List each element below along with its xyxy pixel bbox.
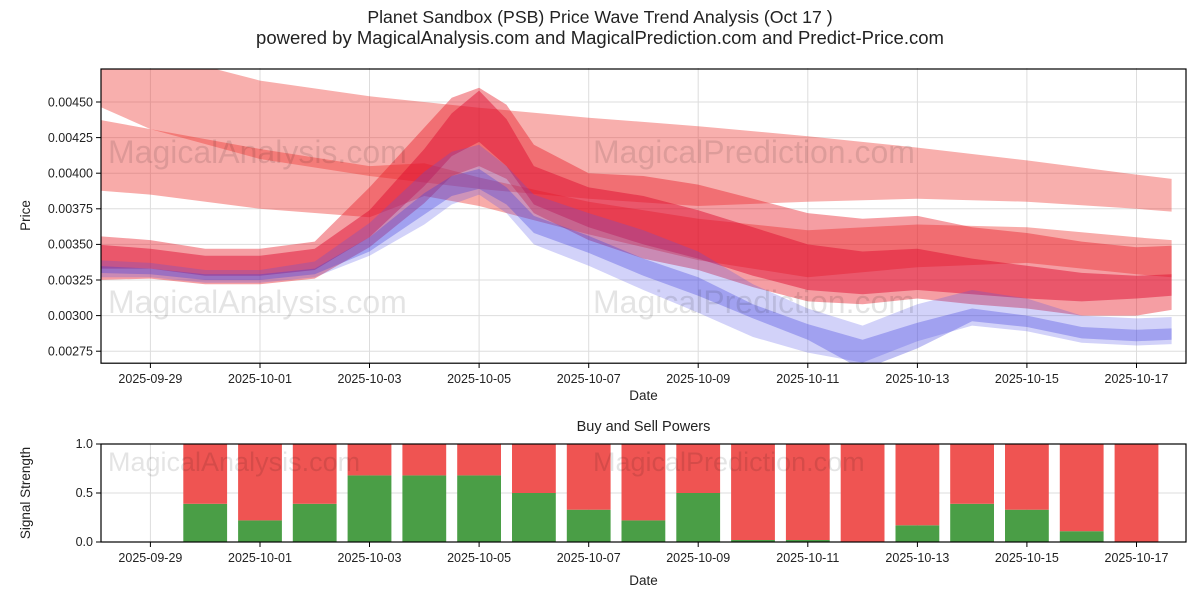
svg-text:2025-10-11: 2025-10-11 [776,551,839,565]
svg-text:Date: Date [629,388,658,403]
svg-text:MagicalPrediction.com: MagicalPrediction.com [593,134,915,170]
svg-text:Buy and Sell Powers: Buy and Sell Powers [577,419,711,435]
svg-text:2025-10-03: 2025-10-03 [338,551,402,565]
svg-text:powered by MagicalAnalysis.com: powered by MagicalAnalysis.com and Magic… [256,27,944,48]
svg-text:2025-10-05: 2025-10-05 [447,372,511,386]
svg-text:2025-09-29: 2025-09-29 [118,372,182,386]
svg-text:0.5: 0.5 [76,486,93,500]
svg-text:1.0: 1.0 [76,437,93,451]
svg-text:MagicalPrediction.com: MagicalPrediction.com [593,447,865,477]
svg-text:2025-10-11: 2025-10-11 [776,372,839,386]
svg-text:2025-10-09: 2025-10-09 [666,372,730,386]
svg-text:2025-10-15: 2025-10-15 [995,551,1059,565]
svg-text:2025-10-01: 2025-10-01 [228,372,292,386]
svg-text:2025-10-15: 2025-10-15 [995,372,1059,386]
svg-text:0.00275: 0.00275 [48,345,93,359]
svg-text:Price: Price [18,200,33,231]
svg-text:0.00425: 0.00425 [48,131,93,145]
svg-text:2025-10-17: 2025-10-17 [1105,372,1169,386]
svg-text:2025-10-03: 2025-10-03 [338,372,402,386]
svg-text:0.00325: 0.00325 [48,273,93,287]
svg-text:Signal Strength: Signal Strength [18,447,33,539]
svg-text:2025-10-07: 2025-10-07 [557,372,621,386]
svg-text:0.0: 0.0 [76,535,93,549]
svg-text:0.00450: 0.00450 [48,95,93,109]
svg-text:2025-10-13: 2025-10-13 [885,551,949,565]
svg-text:0.00350: 0.00350 [48,238,93,252]
svg-text:2025-10-17: 2025-10-17 [1105,551,1169,565]
svg-text:MagicalAnalysis.com: MagicalAnalysis.com [108,447,360,477]
svg-text:2025-10-13: 2025-10-13 [885,372,949,386]
svg-text:0.00400: 0.00400 [48,167,93,181]
svg-text:2025-10-05: 2025-10-05 [447,551,511,565]
svg-text:2025-10-07: 2025-10-07 [557,551,621,565]
svg-text:2025-10-09: 2025-10-09 [666,551,730,565]
svg-text:MagicalAnalysis.com: MagicalAnalysis.com [108,284,407,320]
svg-text:0.00375: 0.00375 [48,202,93,216]
svg-text:2025-09-29: 2025-09-29 [118,551,182,565]
svg-text:2025-10-01: 2025-10-01 [228,551,292,565]
svg-text:0.00300: 0.00300 [48,309,93,323]
svg-text:MagicalAnalysis.com: MagicalAnalysis.com [108,134,407,170]
svg-text:Planet Sandbox (PSB) Price Wav: Planet Sandbox (PSB) Price Wave Trend An… [367,7,832,27]
svg-text:Date: Date [629,573,658,588]
svg-text:MagicalPrediction.com: MagicalPrediction.com [593,284,915,320]
